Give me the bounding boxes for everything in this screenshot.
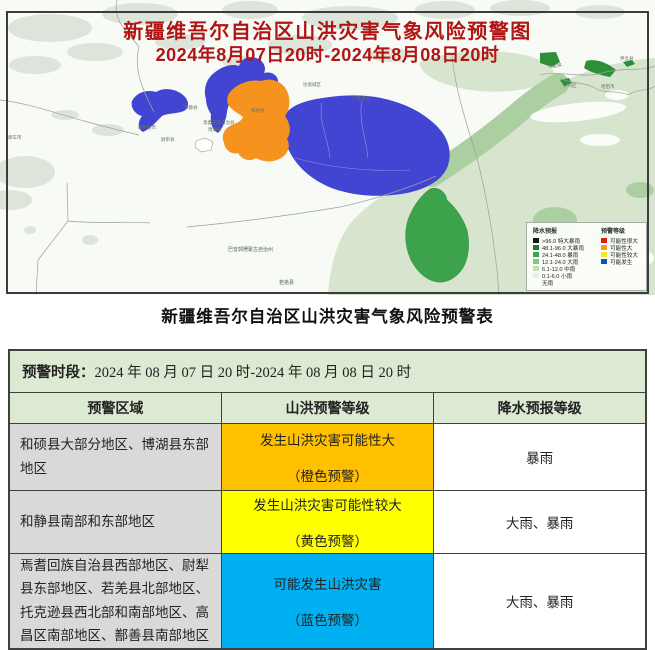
header-region: 预警区域 <box>8 391 222 424</box>
swatch <box>533 280 539 285</box>
place-label: 达坂城区 <box>303 82 321 87</box>
place-label: 和硕县 <box>251 108 265 113</box>
legend-item: 24.1-48.0 暴雨 <box>533 251 584 259</box>
swatch <box>601 238 607 243</box>
legend-item: 可能发生 <box>601 258 638 266</box>
table-row: 焉耆回族自治县西部地区、尉犁县东部地区、若羌县北部地区、托克逊县西北部和南部地区… <box>8 552 647 650</box>
rainstorm-zone <box>405 188 469 283</box>
flood-risk-map: 新疆维吾尔自治区山洪灾害气象风险预警图 2024年8月07日20时-2024年8… <box>0 0 655 295</box>
legend-precip-column: 降水预报 >96.0 特大暴雨 48.1-96.0 大暴雨 24.1-48.0 … <box>533 226 584 287</box>
legend-item: 0.1-6.0 小雨 <box>533 272 584 280</box>
place-label: 库尔勒市 <box>138 125 156 130</box>
map-frame <box>6 11 649 294</box>
legend-warning-title: 预警等级 <box>601 229 626 235</box>
swatch <box>533 259 539 264</box>
precip-cell: 大雨、暴雨 <box>433 489 647 554</box>
city-outline <box>194 137 214 153</box>
swatch <box>601 252 607 257</box>
place-label: 吐鲁番市 <box>352 96 370 101</box>
map-title: 新疆维吾尔自治区山洪灾害气象风险预警图 <box>123 21 532 43</box>
legend-item: 12.1-24.0 大雨 <box>533 258 584 266</box>
legend-item: 48.1-96.0 大暴雨 <box>533 244 584 252</box>
swatch <box>601 245 607 250</box>
map-legend: 降水预报 >96.0 特大暴雨 48.1-96.0 大暴雨 24.1-48.0 … <box>526 222 647 291</box>
place-label: 焉耆回族自治县 <box>203 120 235 125</box>
boundary-lines-over-blue <box>294 100 411 171</box>
header-precip-level: 降水预报等级 <box>433 391 647 424</box>
map-graphic <box>0 0 655 295</box>
region-cell: 焉耆回族自治县西部地区、尉犁县东部地区、若羌县北部地区、托克逊县西北部和南部地区… <box>8 552 222 650</box>
period-label: 预警时段： <box>22 364 95 381</box>
place-label: 若羌县 <box>279 280 295 286</box>
legend-precip-title: 降水预报 <box>533 229 558 235</box>
place-label: 巴里坤 <box>548 63 562 68</box>
period-cell: 预警时段：2024 年 08 月 07 日 20 时-2024 年 08 月 0… <box>8 349 647 393</box>
precip-cell: 大雨、暴雨 <box>433 552 647 650</box>
place-label: 巴音郭楞蒙古自治州 <box>228 247 274 253</box>
place-label: 和静县 <box>184 105 198 110</box>
legend-item: 可能性很大 <box>601 237 638 245</box>
place-label: 库车市 <box>8 135 22 140</box>
legend-item: >96.0 特大暴雨 <box>533 237 584 245</box>
level-cell-yellow: 发生山洪灾害可能性较大 （黄色预警） <box>220 489 435 554</box>
swatch <box>533 273 539 278</box>
place-label: 哈密市 <box>601 84 615 89</box>
table-row: 和硕县大部分地区、博湖县东部地区 发生山洪灾害可能性大 （橙色预警） 暴雨 <box>8 422 647 491</box>
region-cell: 和硕县大部分地区、博湖县东部地区 <box>8 422 222 491</box>
swatch <box>533 266 539 271</box>
table-row: 和静县南部和东部地区 发生山洪灾害可能性较大 （黄色预警） 大雨、暴雨 <box>8 489 647 554</box>
legend-warning-column: 预警等级 可能性很大 可能性大 可能性较大 可能发生 <box>601 226 638 266</box>
table-title: 新疆维吾尔自治区山洪灾害气象风险预警表 <box>161 307 494 326</box>
legend-item: 可能性较大 <box>601 251 638 259</box>
swatch <box>533 238 539 243</box>
period-row: 预警时段：2024 年 08 月 07 日 20 时-2024 年 08 月 0… <box>8 349 647 393</box>
place-label: 博湖县 <box>208 127 222 132</box>
level-cell-orange: 发生山洪灾害可能性大 （橙色预警） <box>220 422 435 491</box>
orange-warning-zone <box>222 79 290 162</box>
no-rain-cloud-patches <box>0 0 625 245</box>
boundary-lines <box>0 0 655 295</box>
severe-rainstorm-zones <box>540 52 635 86</box>
swatch <box>533 245 539 250</box>
legend-item: 6.1-12.0 中雨 <box>533 265 584 273</box>
legend-item: 可能性大 <box>601 244 638 252</box>
region-cell: 和静县南部和东部地区 <box>8 489 222 554</box>
swatch <box>601 259 607 264</box>
period-value: 2024 年 08 月 07 日 20 时-2024 年 08 月 08 日 2… <box>94 364 412 381</box>
level-cell-blue: 可能发生山洪灾害 （蓝色预警） <box>220 552 435 650</box>
legend-item: 无雨 <box>533 279 584 287</box>
header-row: 预警区域 山洪预警等级 降水预报等级 <box>8 391 647 424</box>
precip-cell: 暴雨 <box>433 422 647 491</box>
header-flood-level: 山洪预警等级 <box>220 391 435 424</box>
place-label: 尉犁县 <box>161 137 175 142</box>
swatch <box>533 252 539 257</box>
place-label: 伊州区 <box>563 83 577 88</box>
place-label: 伊吾县 <box>620 56 634 61</box>
map-subtitle: 2024年8月07日20时-2024年8月08日20时 <box>155 45 500 65</box>
warning-table: 预警时段：2024 年 08 月 07 日 20 时-2024 年 08 月 0… <box>8 349 647 650</box>
